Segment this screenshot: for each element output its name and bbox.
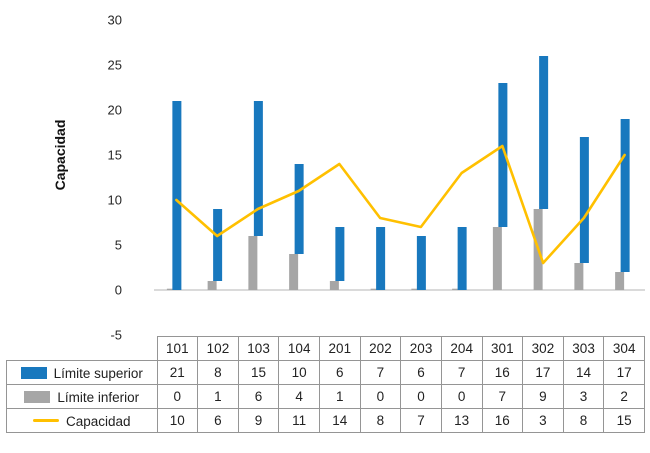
chart-data-table: 101 102 103 104 201 202 203 204 301 302 303 304 Lími… — [6, 336, 645, 433]
table-row: Capacidad 10 6 9 11 14 8 7 13 16 3 8 15 — [6, 408, 645, 433]
limite-superior-bar — [172, 101, 182, 290]
value-cell: 6 — [319, 360, 361, 385]
value-cell: 7 — [440, 360, 483, 385]
value-cell: 6 — [197, 408, 239, 433]
y-tick-label: 10 — [108, 193, 122, 208]
category-header-cell: 103 — [237, 336, 280, 361]
limite-superior-bar — [253, 101, 263, 236]
limite-superior-bar — [294, 164, 304, 254]
limite-inferior-bar — [452, 288, 462, 290]
value-cell: 3 — [522, 408, 564, 433]
value-cell: 1 — [197, 384, 239, 409]
limite-superior-bar — [376, 227, 386, 290]
limite-inferior-bar — [289, 254, 299, 290]
capacidad-label: Capacidad — [65, 413, 131, 429]
value-cell: 10 — [156, 408, 199, 433]
value-cell: 14 — [562, 360, 605, 385]
value-cell: 10 — [278, 360, 320, 385]
value-cell: 9 — [522, 384, 564, 409]
limite-inferior-swatch-icon — [24, 390, 51, 403]
limite-superior-bar — [498, 83, 508, 227]
limite-inferior-bar — [370, 288, 380, 290]
value-cell: 7 — [481, 384, 524, 409]
limite-superior-bar — [457, 227, 467, 290]
category-header-cell: 204 — [440, 336, 483, 361]
limite-inferior-bar — [615, 272, 625, 290]
limite-inferior-bar — [166, 288, 176, 290]
value-cell: 1 — [319, 384, 361, 409]
limite-superior-bar — [335, 227, 345, 281]
limite-inferior-label: Límite inferior — [57, 389, 140, 405]
limite-superior-bar — [416, 236, 426, 290]
y-tick-label: -5 — [110, 328, 122, 343]
value-cell: 6 — [237, 384, 280, 409]
limite-superior-swatch-icon — [20, 366, 47, 379]
value-cell: 3 — [562, 384, 605, 409]
y-tick-label: 15 — [108, 148, 122, 163]
capacidad-line — [175, 144, 626, 265]
category-header-cell: 201 — [319, 336, 361, 361]
y-tick-label: 0 — [115, 283, 122, 298]
limite-inferior-bar — [207, 281, 217, 290]
category-header-cell: 203 — [400, 336, 442, 361]
value-cell: 0 — [440, 384, 483, 409]
value-cell: 2 — [603, 384, 645, 409]
bar-line-chart: 30 25 20 15 10 5 0 -5 — [108, 13, 645, 343]
category-header-cell: 304 — [603, 336, 645, 361]
value-cell: 6 — [400, 360, 442, 385]
category-header-cell: 102 — [197, 336, 239, 361]
value-cell: 8 — [197, 360, 239, 385]
value-cell: 0 — [359, 384, 402, 409]
y-tick-label: 30 — [108, 13, 122, 28]
value-cell: 7 — [400, 408, 442, 433]
table-header-row: 101 102 103 104 201 202 203 204 301 302 303 304 — [7, 336, 645, 361]
legend-cell-limite-superior: Límite superior — [6, 360, 158, 385]
limite-inferior-bar — [329, 281, 339, 290]
limite-superior-bar — [620, 119, 630, 272]
y-tick-label: 25 — [108, 58, 122, 73]
table-row: Límite inferior 0 1 6 4 1 0 0 0 7 9 3 2 — [6, 384, 645, 409]
limite-superior-label: Límite superior — [53, 365, 143, 381]
limite-superior-bar — [579, 137, 589, 263]
value-cell: 0 — [400, 384, 442, 409]
value-cell: 15 — [237, 360, 280, 385]
value-cell: 13 — [440, 408, 483, 433]
category-header-cell: 303 — [562, 336, 605, 361]
table-row: Límite superior 21 8 15 10 6 7 6 7 16 17 14 17 — [6, 360, 645, 385]
value-cell: 17 — [522, 360, 564, 385]
legend-cell-capacidad: Capacidad — [6, 408, 158, 433]
limite-inferior-bar — [574, 263, 584, 290]
category-header-cell: 302 — [522, 336, 564, 361]
limite-superior-bar — [213, 209, 223, 281]
legend-cell-limite-inferior: Límite inferior — [6, 384, 158, 409]
table-corner-blank — [7, 337, 158, 361]
value-cell: 0 — [156, 384, 199, 409]
category-header-cell: 104 — [278, 336, 320, 361]
limite-inferior-bar — [248, 236, 258, 290]
limite-inferior-bar — [492, 227, 502, 290]
capacidad-line-icon — [32, 419, 59, 423]
value-cell: 15 — [603, 408, 645, 433]
value-cell: 8 — [359, 408, 402, 433]
value-cell: 16 — [481, 360, 524, 385]
value-cell: 16 — [481, 408, 524, 433]
value-cell: 8 — [562, 408, 605, 433]
category-header-cell: 202 — [359, 336, 402, 361]
category-header-cell: 301 — [481, 336, 524, 361]
value-cell: 11 — [278, 408, 320, 433]
limite-superior-bar — [539, 56, 549, 209]
y-tick-label: 20 — [108, 103, 122, 118]
y-tick-label: 5 — [115, 238, 122, 253]
value-cell: 14 — [319, 408, 361, 433]
value-cell: 17 — [603, 360, 645, 385]
category-header-cell: 101 — [156, 336, 199, 361]
value-cell: 7 — [359, 360, 402, 385]
limite-inferior-bar — [411, 288, 421, 290]
value-cell: 9 — [237, 408, 280, 433]
value-cell: 21 — [156, 360, 199, 385]
value-cell: 4 — [278, 384, 320, 409]
